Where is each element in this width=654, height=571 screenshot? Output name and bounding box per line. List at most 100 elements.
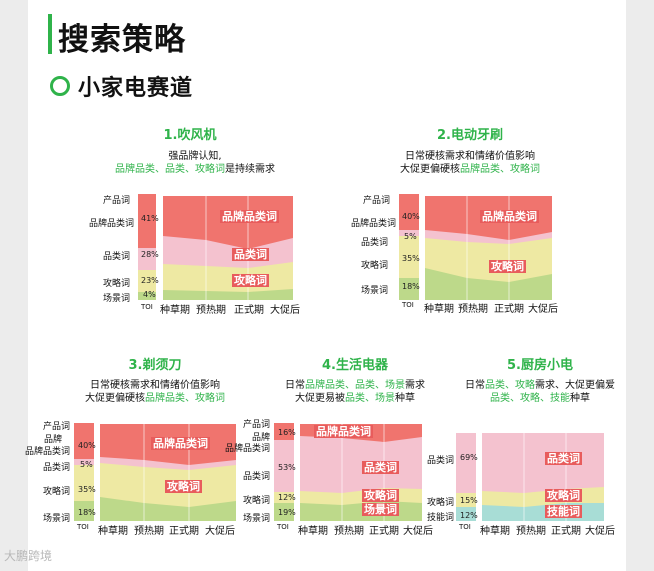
toi-pct: 35% — [78, 485, 96, 494]
series-tag: 品牌品类词 — [314, 425, 373, 438]
x-tick: 正式期 — [369, 526, 399, 537]
desc-run: 品牌品类、品类、攻略词 — [115, 164, 225, 175]
desc-run: 日常 — [285, 380, 305, 391]
panel-title: 1.吹风机 — [163, 128, 217, 143]
x-tick: 大促后 — [403, 526, 433, 537]
toi-pct: 40% — [78, 441, 96, 450]
desc-run: 品牌品类、攻略词 — [460, 164, 540, 175]
toi-pct: 19% — [278, 508, 296, 517]
desc-run: 需求、大促更偏爱 — [535, 380, 615, 391]
x-tick: 预热期 — [516, 526, 546, 537]
series-tag: 品牌品类词 — [151, 437, 210, 450]
desc-line: 品牌品类、品类、攻略词是持续需求 — [95, 163, 295, 176]
toi-segment — [138, 248, 156, 270]
y-label: 攻略词 — [102, 279, 130, 289]
series-tag: 攻略词 — [232, 274, 269, 287]
series-tag: 攻略词 — [545, 489, 582, 502]
toi-pct: 5% — [404, 232, 417, 241]
series-tag: 品牌品类词 — [480, 210, 539, 223]
toi-segment — [138, 292, 156, 300]
x-tick: 种草期 — [160, 305, 190, 316]
toi-pct: 18% — [402, 282, 420, 291]
y-label: 品类词 — [360, 238, 388, 248]
toi-pct: 40% — [402, 212, 420, 221]
desc-line: 强品牌认知, — [95, 150, 295, 163]
desc-run: 大促更偏硬核 — [400, 164, 460, 175]
desc-line: 大促更偏硬核品牌品类、攻略词 — [55, 392, 255, 405]
series-tag: 攻略词 — [165, 480, 202, 493]
desc-line: 大促更易被品类、场景种草 — [250, 392, 460, 405]
toi-label: TOI — [459, 523, 471, 531]
y-label: 品牌品类词 — [224, 444, 270, 454]
y-label: 品牌品类词 — [88, 219, 134, 229]
desc-run: 品类、攻略、技能 — [490, 393, 570, 404]
toi-pct: 53% — [278, 463, 296, 472]
toi-label: TOI — [141, 303, 153, 311]
area-scene — [425, 268, 552, 300]
page-title: 搜索策略 — [58, 22, 186, 58]
series-tag: 攻略词 — [362, 489, 399, 502]
y-label: 品类词 — [42, 463, 70, 473]
x-tick: 预热期 — [196, 305, 226, 316]
y-label: 品牌品类词 — [350, 219, 396, 229]
x-tick: 大促后 — [585, 526, 615, 537]
panel-desc: 日常品牌品类、品类、场景需求 大促更易被品类、场景种草 — [250, 379, 460, 405]
x-tick: 大促后 — [205, 526, 235, 537]
series-tag: 品类词 — [545, 452, 582, 465]
desc-run: 品类、攻略 — [485, 380, 535, 391]
y-label: 场景词 — [102, 294, 130, 304]
y-label: 场景词 — [42, 514, 70, 524]
desc-run: 大促更偏硬核 — [85, 393, 145, 404]
y-label: 产品词 — [102, 196, 130, 206]
area-scene — [100, 497, 236, 521]
area-scene — [300, 501, 422, 521]
toi-segment — [274, 440, 294, 492]
toi-segment — [74, 459, 94, 465]
desc-line: 品类、攻略、技能种草 — [440, 392, 640, 405]
desc-line: 日常硬核需求和情绪价值影响 — [370, 150, 570, 163]
toi-segment — [74, 465, 94, 501]
toi-pct: 5% — [80, 460, 93, 469]
series-tag: 品类词 — [362, 461, 399, 474]
y-label: 攻略词 — [426, 498, 454, 508]
desc-run: 品牌品类、攻略词 — [145, 393, 225, 404]
y-label: 攻略词 — [42, 487, 70, 497]
y-label: 场景词 — [360, 286, 388, 296]
toi-pct: 12% — [460, 511, 478, 520]
desc-run: 大促更易被 — [295, 393, 345, 404]
panel-title: 4.生活电器 — [322, 358, 388, 373]
desc-run: 需求 — [405, 380, 425, 391]
area-scene — [163, 289, 293, 300]
desc-run: 日常硬核需求和情绪价值影响 — [405, 151, 535, 162]
toi-pct: 15% — [460, 496, 478, 505]
panel-desc: 日常硬核需求和情绪价值影响 大促更偏硬核品牌品类、攻略词 — [370, 150, 570, 176]
toi-pct: 28% — [141, 250, 159, 259]
toi-segment — [456, 493, 476, 507]
x-tick: 种草期 — [98, 526, 128, 537]
desc-run: 是持续需求 — [225, 164, 275, 175]
y-label: 品牌品类词 — [24, 447, 70, 457]
desc-line: 大促更偏硬核品牌品类、攻略词 — [370, 163, 570, 176]
desc-run: 日常硬核需求和情绪价值影响 — [90, 380, 220, 391]
x-tick: 种草期 — [424, 304, 454, 315]
y-label: 产品词 — [362, 196, 390, 206]
toi-segment — [138, 270, 156, 292]
section-subtitle: 小家电赛道 — [78, 76, 194, 101]
toi-segment — [456, 507, 476, 521]
desc-run: 品牌品类、品类、场景 — [305, 380, 405, 391]
y-label: 品类词 — [426, 456, 454, 466]
y-label: 产品词 — [242, 420, 270, 430]
x-tick: 大促后 — [528, 304, 558, 315]
x-tick: 预热期 — [334, 526, 364, 537]
watermark: 大鹏跨境 — [4, 549, 53, 563]
panel-title: 3.剃须刀 — [128, 358, 182, 373]
y-label: 技能词 — [426, 513, 454, 523]
x-tick: 正式期 — [169, 526, 199, 537]
y-label: 产品词 — [42, 422, 70, 432]
series-tag: 品类词 — [232, 248, 269, 261]
toi-pct: 16% — [278, 428, 296, 437]
x-tick: 预热期 — [134, 526, 164, 537]
desc-run: 日常 — [465, 380, 485, 391]
toi-pct: 18% — [78, 508, 96, 517]
series-tag: 攻略词 — [489, 260, 526, 273]
